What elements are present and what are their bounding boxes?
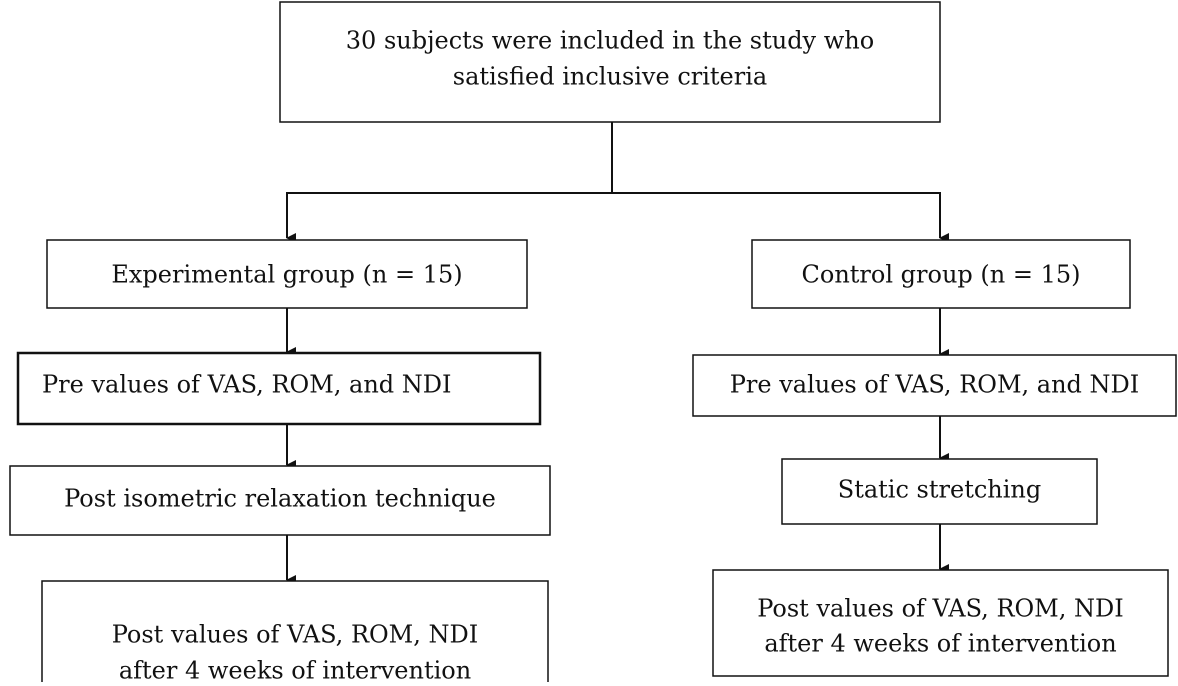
node-box [279, 1, 941, 123]
node-box [41, 580, 549, 686]
node-label: Pre values of VAS, ROM, and NDI [730, 371, 1140, 399]
node-label: Post values of VAS, ROM, NDI [757, 595, 1124, 623]
node-label: Pre values of VAS, ROM, and NDI [42, 371, 452, 399]
node-box [781, 458, 1098, 525]
node-box [692, 354, 1177, 417]
node-box [16, 351, 542, 426]
connectors [286, 122, 949, 585]
node-label: Static stretching [838, 476, 1041, 504]
node-label: Experimental group (n = 15) [111, 261, 462, 289]
node-label: Post isometric relaxation technique [64, 485, 496, 513]
node-label: 30 subjects were included in the study w… [346, 27, 874, 55]
node-label: after 4 weeks of intervention [119, 657, 471, 683]
node-label: Post values of VAS, ROM, NDI [112, 621, 479, 649]
node-box [751, 239, 1131, 309]
node-box [46, 239, 528, 309]
boxes: 30 subjects were included in the study w… [9, 1, 1177, 686]
node-box [9, 465, 551, 536]
node-box [712, 569, 1169, 677]
node-label: satisfied inclusive criteria [453, 63, 767, 91]
node-label: Control group (n = 15) [802, 261, 1081, 289]
node-label: after 4 weeks of intervention [764, 630, 1116, 658]
